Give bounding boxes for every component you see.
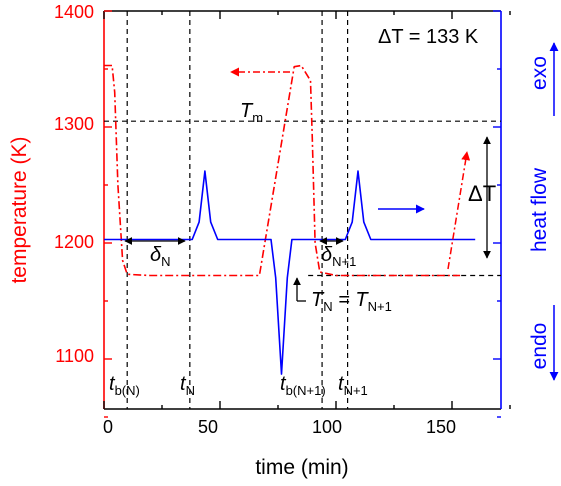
tm-sub: m: [252, 110, 263, 125]
tn-eq-main: T: [311, 289, 325, 311]
delta-t-arrow-label: ΔT: [468, 181, 496, 206]
y-tick-label-1400: 1400: [54, 2, 94, 22]
left-y-axis-title: temperature (K): [8, 136, 31, 283]
x-axis-ticks: [103, 11, 511, 409]
tm-label: Tm: [240, 100, 263, 125]
y-tick-label-1200: 1200: [54, 232, 94, 252]
x-axis-title: time (min): [255, 456, 348, 479]
tm-main: T: [240, 100, 254, 122]
delta-n-sub: N: [161, 254, 170, 269]
t-n-sub: N: [186, 383, 195, 398]
t-bn1-main: t: [280, 373, 287, 395]
t-n1-main: t: [338, 373, 345, 395]
tn-eq-sub1: N: [323, 299, 332, 314]
y-tick-label-1300: 1300: [54, 114, 94, 134]
temperature-direction-arrow-up: [447, 151, 471, 270]
delta-n1-label: δN+1: [321, 244, 356, 269]
t-bn-label: tb(N): [109, 373, 140, 398]
delta-n-main: δ: [150, 244, 162, 266]
tn-eq-sub2: N+1: [368, 299, 392, 314]
x-tick-label-50: 50: [198, 417, 218, 437]
endo-label: endo: [528, 323, 551, 370]
exo-label: exo: [528, 56, 551, 90]
t-n1-sub: N+1: [344, 383, 368, 398]
x-tick-label-0: 0: [103, 417, 113, 437]
t-bn1-label: tb(N+1): [280, 373, 326, 398]
delta-n1-sub: N+1: [332, 254, 356, 269]
temperature-series-line: [104, 64, 461, 277]
t-bn-sub: b(N): [115, 383, 140, 398]
series-group: [104, 64, 476, 375]
delta-n1-main: δ: [321, 244, 333, 266]
t-n-main: t: [180, 373, 187, 395]
t-bn-main: t: [109, 373, 116, 395]
delta-n-label: δN: [150, 244, 171, 269]
tn-equality-label: TN = TN+1: [311, 289, 392, 314]
tn-eq-mid: = T: [333, 289, 370, 311]
t-n1-label: tN+1: [338, 373, 368, 398]
delta-t-box-label: ΔT = 133 K: [378, 26, 479, 48]
x-tick-label-100: 100: [312, 417, 342, 437]
t-bn1-sub: b(N+1): [286, 383, 326, 398]
guide-lines: [104, 11, 501, 409]
heat-flow-series-line: [104, 170, 476, 375]
right-y-axis-title: heat flow: [528, 167, 551, 252]
y-tick-label-1100: 1100: [55, 346, 94, 366]
t-n-label: tN: [180, 373, 195, 398]
x-tick-label-150: 150: [426, 417, 456, 437]
y-axis-ticks: [104, 10, 501, 418]
